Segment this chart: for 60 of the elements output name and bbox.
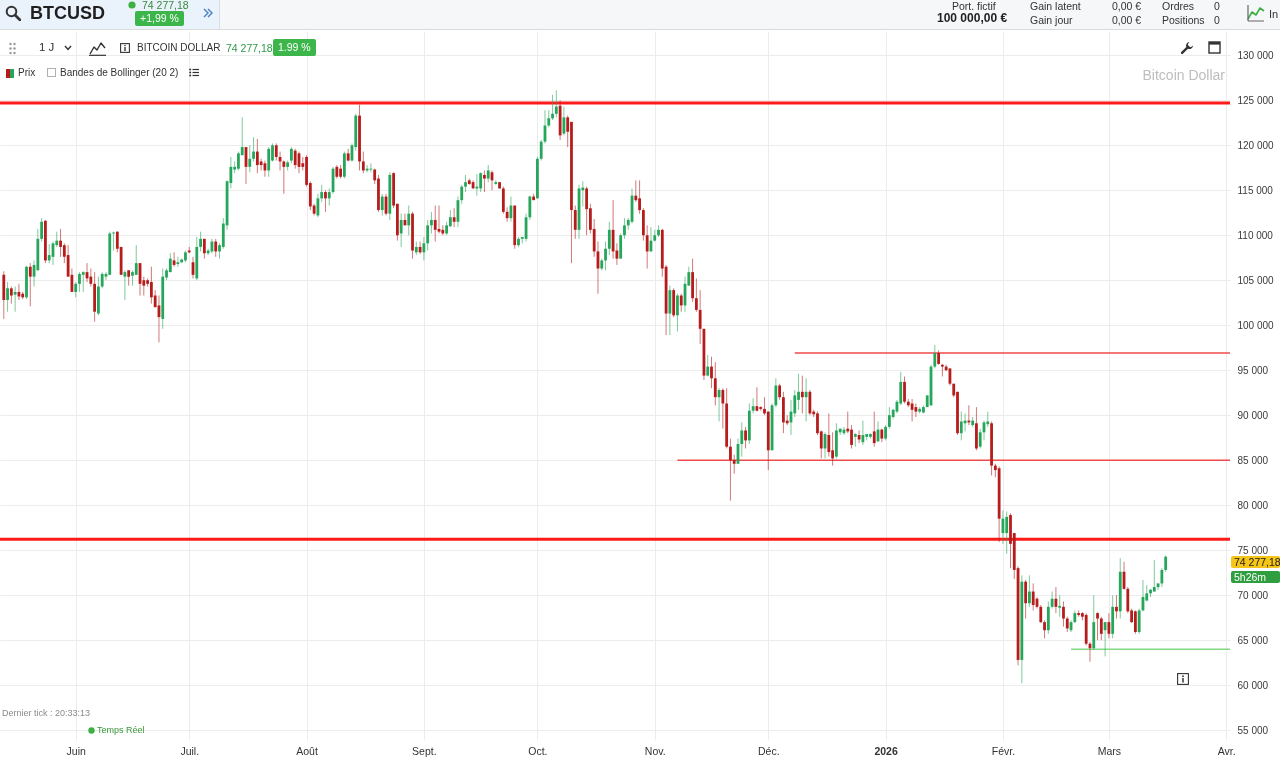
y-tick-label: 90 000 — [1237, 409, 1269, 421]
y-tick-label: 85 000 — [1237, 454, 1269, 466]
x-tick-label: Mars — [1097, 744, 1122, 757]
candlestick — [1050, 591, 1054, 610]
text: +1,99 % — [135, 11, 184, 26]
x-tick-label: Déc. — [757, 744, 780, 757]
text: 74 277,18 — [142, 0, 189, 12]
annotation: Dernier tick : 20:33:13 — [2, 708, 91, 719]
annotation: 1.99 % — [273, 39, 316, 56]
x-tick-label: Juin — [66, 744, 86, 757]
x-tick-label: 2026 — [874, 744, 898, 757]
text: Ordres — [1162, 0, 1195, 13]
x-tick-label: Nov. — [644, 744, 666, 757]
text: 100 000,00 € — [937, 11, 1008, 26]
text: Gain latent — [1030, 0, 1081, 13]
x-tick-label: Févr. — [991, 744, 1016, 757]
y-tick-label: 60 000 — [1237, 679, 1269, 691]
annotation: Bandes de Bollinger (20 2) — [60, 67, 179, 79]
x-tick-label: Juil. — [180, 744, 200, 757]
x-tick-label: Oct. — [528, 744, 548, 757]
text: Positions — [1162, 14, 1205, 27]
text: In — [1269, 8, 1279, 21]
y-tick-label: 105 000 — [1237, 274, 1275, 286]
candlestick — [619, 232, 623, 260]
x-tick-label: Sept. — [412, 744, 437, 757]
x-tick-label: Août — [296, 744, 318, 757]
y-tick-label: 70 000 — [1237, 589, 1269, 601]
y-tick-label: 120 000 — [1237, 139, 1275, 151]
y-tick-label: 75 000 — [1237, 544, 1269, 556]
annotation: BITCOIN DOLLAR — [137, 42, 221, 54]
text: Port. fictif — [952, 0, 996, 13]
text: Gain jour — [1030, 14, 1073, 27]
text: 0,00 € — [1112, 14, 1142, 27]
x-tick-label: Avr. — [1217, 744, 1236, 757]
annotation: 1 J — [39, 41, 55, 55]
candlestick — [369, 162, 373, 173]
text: 0 — [1214, 0, 1220, 13]
candlestick — [914, 402, 918, 418]
candlestick — [751, 397, 755, 414]
annotation: Bitcoin Dollar — [1142, 67, 1225, 84]
text: 74 277,18 — [1231, 555, 1280, 569]
annotation: Prix — [18, 67, 36, 79]
y-tick-label: 130 000 — [1237, 49, 1275, 61]
y-tick-label: 110 000 — [1237, 229, 1274, 241]
text: 5h26m — [1231, 570, 1280, 584]
candlestick — [176, 256, 180, 268]
candlestick — [857, 429, 861, 444]
chart-title: BTCUSD — [30, 3, 105, 24]
annotation: 74 277,18 — [226, 42, 273, 55]
y-tick-label: 80 000 — [1237, 499, 1269, 511]
y-tick-label: 100 000 — [1237, 319, 1275, 331]
y-tick-label: 65 000 — [1237, 634, 1269, 646]
text: 0,00 € — [1112, 0, 1142, 13]
y-tick-label: 55 000 — [1237, 724, 1269, 736]
annotation: Temps Réel — [97, 725, 145, 736]
y-tick-label: 125 000 — [1237, 94, 1275, 106]
candlestick — [505, 206, 509, 223]
y-tick-label: 115 000 — [1237, 184, 1274, 196]
text: 0 — [1214, 14, 1220, 27]
y-tick-label: 95 000 — [1237, 364, 1269, 376]
